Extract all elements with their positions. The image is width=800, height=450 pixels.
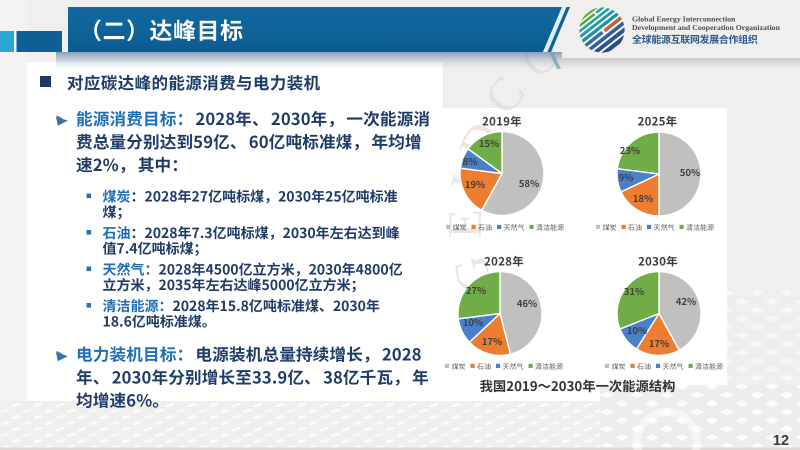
svg-text:Development and Cooperation Or: Development and Cooperation Organization — [632, 23, 781, 32]
svg-text:12: 12 — [773, 433, 789, 449]
svg-text:Global Energy Interconnection: Global Energy Interconnection — [632, 15, 736, 24]
